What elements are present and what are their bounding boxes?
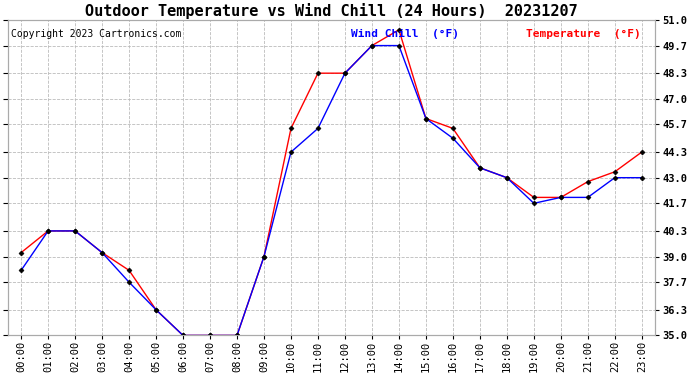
- Text: Wind Chill  (°F): Wind Chill (°F): [351, 29, 459, 39]
- Text: Copyright 2023 Cartronics.com: Copyright 2023 Cartronics.com: [11, 29, 181, 39]
- Title: Outdoor Temperature vs Wind Chill (24 Hours)  20231207: Outdoor Temperature vs Wind Chill (24 Ho…: [85, 3, 578, 19]
- Text: Temperature  (°F): Temperature (°F): [526, 29, 640, 39]
